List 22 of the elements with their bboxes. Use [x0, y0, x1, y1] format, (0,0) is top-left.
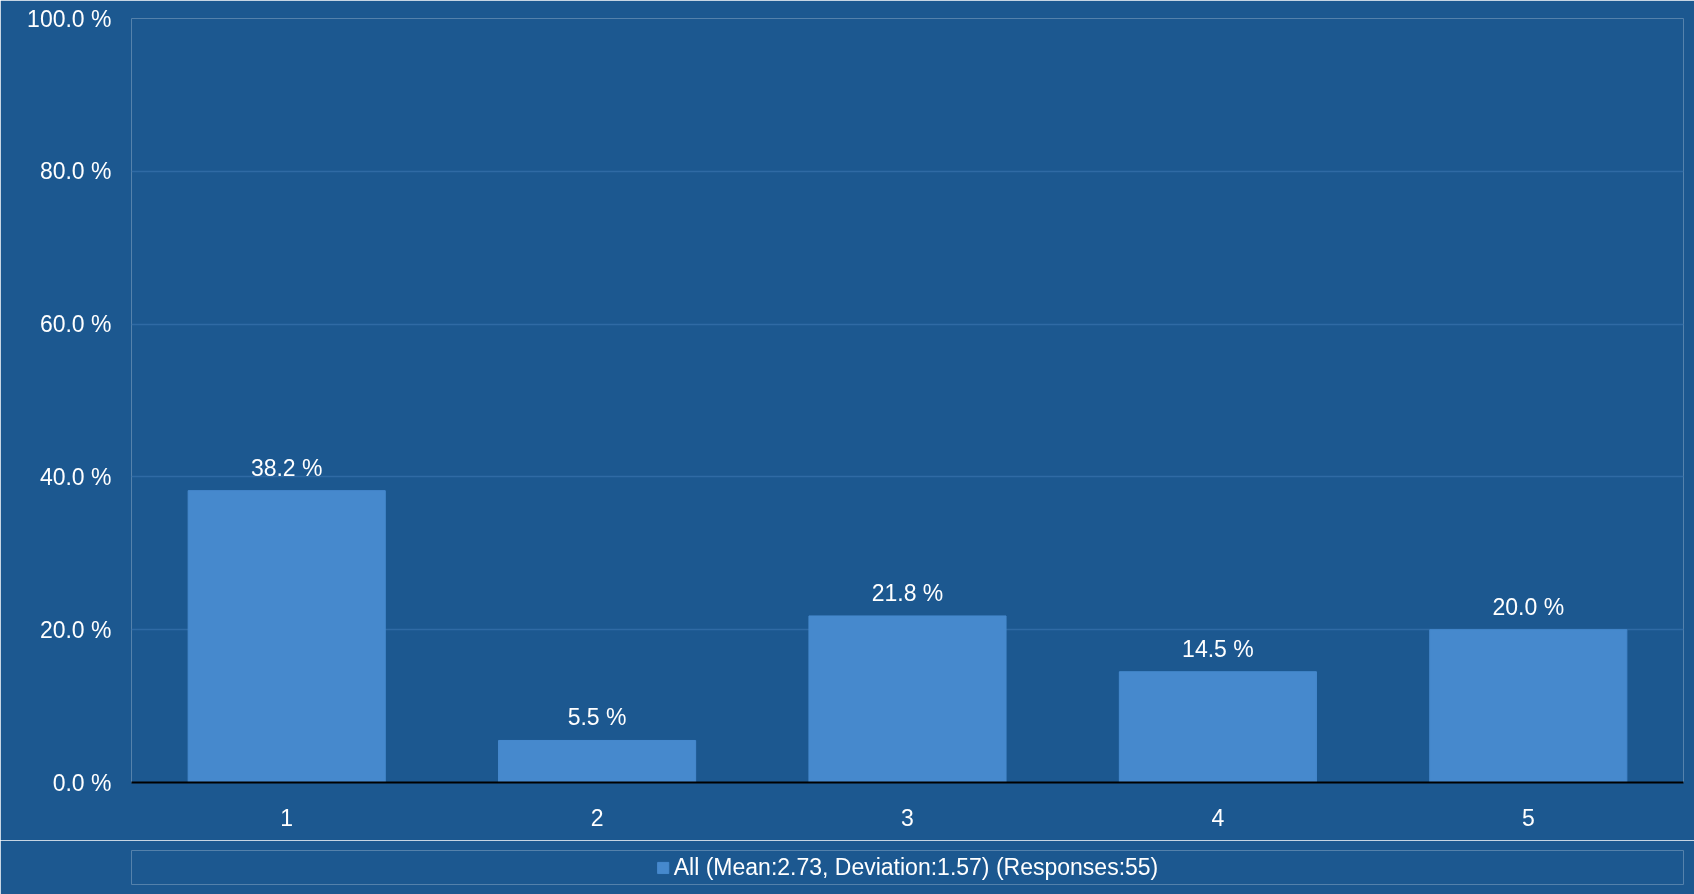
legend-label: All (Mean:2.73, Deviation:1.57) (Responses:55)	[673, 853, 1159, 881]
data-label: 14.5 %	[1182, 635, 1254, 662]
data-label: 21.8 %	[871, 579, 944, 606]
y-tick-label: 0.0 %	[52, 769, 112, 796]
y-tick-label: 20.0 %	[39, 616, 112, 643]
data-label: 5.5 %	[567, 704, 627, 731]
bar	[1429, 629, 1628, 783]
bar	[498, 739, 697, 783]
x-tick-label: 3	[901, 804, 914, 831]
x-tick-label: 1	[280, 804, 294, 831]
x-tick-label: 2	[590, 804, 604, 831]
y-tick-label: 40.0 %	[39, 463, 112, 490]
bar	[808, 615, 1007, 783]
y-tick-label: 100.0 %	[27, 5, 112, 32]
x-tick-label: 4	[1211, 804, 1225, 831]
bar	[187, 490, 386, 783]
x-tick-label: 5	[1521, 804, 1535, 831]
bar	[1118, 671, 1317, 783]
data-label: 38.2 %	[250, 454, 323, 481]
y-tick-label: 60.0 %	[39, 311, 112, 338]
y-tick-label: 80.0 %	[39, 158, 112, 185]
data-label: 20.0 %	[1492, 593, 1565, 620]
